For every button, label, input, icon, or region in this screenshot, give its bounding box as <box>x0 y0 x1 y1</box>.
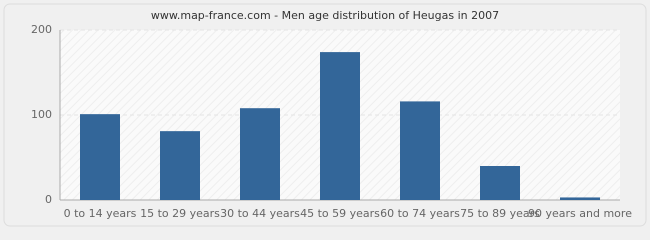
page: www.map-france.com - Men age distributio… <box>3 3 647 227</box>
y-tick-label: 200 <box>31 23 52 36</box>
bar <box>80 114 120 200</box>
bar <box>400 101 440 200</box>
x-tick-label: 75 to 89 years <box>460 207 540 220</box>
bar <box>560 197 600 200</box>
x-tick-label: 0 to 14 years <box>64 207 137 220</box>
bar <box>320 52 360 200</box>
bar <box>160 131 200 200</box>
y-tick-label: 100 <box>31 108 52 121</box>
bar <box>480 166 520 200</box>
x-tick-label: 60 to 74 years <box>380 207 460 220</box>
y-tick-label: 0 <box>45 193 52 206</box>
chart-title: www.map-france.com - Men age distributio… <box>151 9 499 22</box>
chart: www.map-france.com - Men age distributio… <box>3 3 647 227</box>
x-tick-label: 30 to 44 years <box>220 207 300 220</box>
x-tick-label: 15 to 29 years <box>140 207 220 220</box>
x-tick-label: 45 to 59 years <box>300 207 380 220</box>
x-tick-label: 90 years and more <box>528 207 632 220</box>
bar <box>240 108 280 200</box>
